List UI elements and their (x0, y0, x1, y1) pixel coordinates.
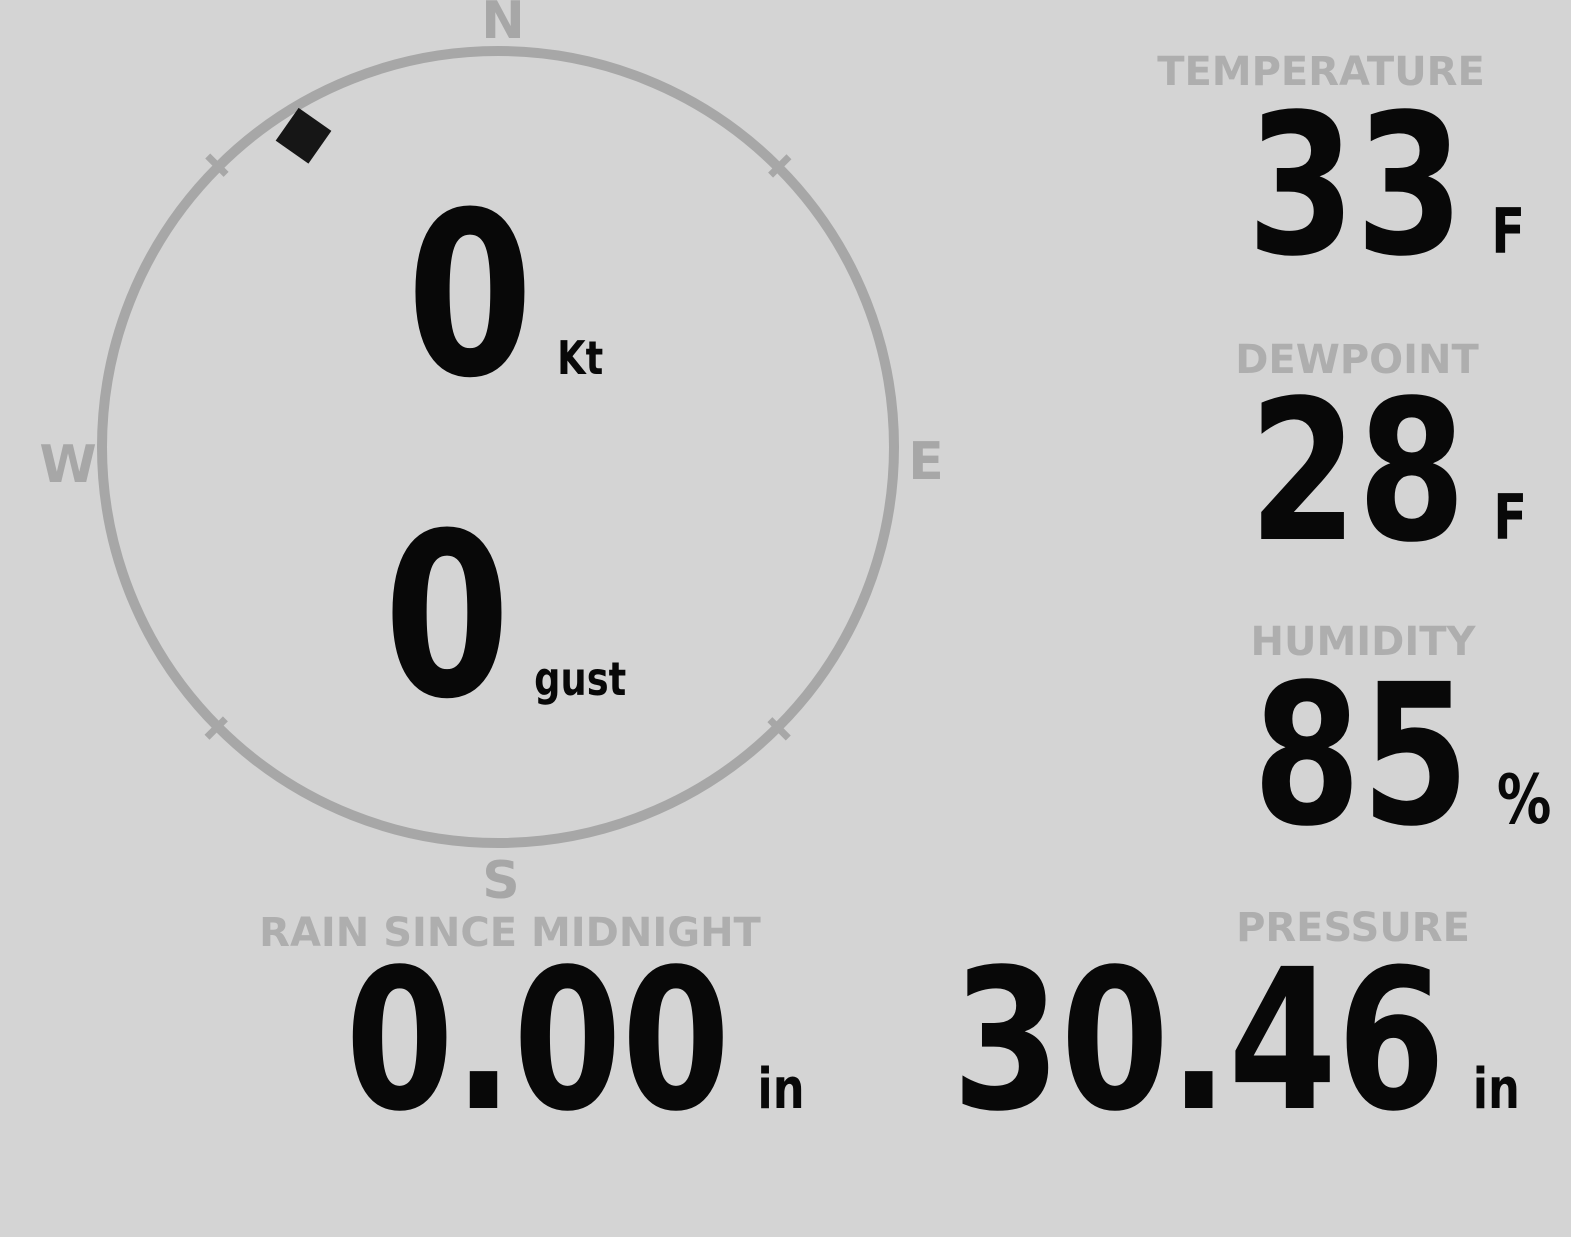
wind-speed-value: 0 (406, 163, 534, 428)
humidity-unit: % (1496, 761, 1552, 840)
pressure-label: PRESSURE (1236, 905, 1470, 951)
cardinal-south-label: S (482, 851, 520, 911)
temperature-label: TEMPERATURE (1157, 49, 1485, 95)
cardinal-east-label: E (908, 432, 944, 492)
pressure-unit: in (1472, 1057, 1520, 1122)
rain-unit: in (757, 1057, 805, 1122)
humidity-value: 85 (1252, 642, 1470, 869)
temperature-value: 33 (1246, 72, 1465, 299)
wind-gust-readout: 0 gust (384, 503, 626, 730)
dewpoint-readout: 28 F (1249, 374, 1527, 569)
pressure-value: 30.46 (952, 927, 1446, 1154)
humidity-readout: 85 % (1253, 658, 1552, 853)
cardinal-north-label: N (481, 0, 525, 51)
wind-speed-readout: 0 Kt (407, 182, 603, 409)
dewpoint-value: 28 (1248, 358, 1467, 585)
dewpoint-label: DEWPOINT (1235, 337, 1479, 383)
temperature-unit: F (1491, 195, 1526, 268)
rain-value: 0.00 (345, 927, 731, 1154)
cardinal-west-label: W (39, 435, 97, 495)
rain-readout: 0.00 in (345, 943, 804, 1138)
wind-gust-unit: gust (534, 652, 627, 706)
humidity-label: HUMIDITY (1250, 619, 1476, 665)
rain-label: RAIN SINCE MIDNIGHT (259, 910, 761, 956)
wind-gust-value: 0 (383, 484, 511, 749)
temperature-readout: 33 F (1247, 88, 1525, 283)
dewpoint-unit: F (1493, 481, 1528, 554)
wind-speed-unit: Kt (557, 331, 604, 385)
compass-ring (97, 46, 899, 848)
pressure-readout: 30.46 in (952, 943, 1520, 1138)
